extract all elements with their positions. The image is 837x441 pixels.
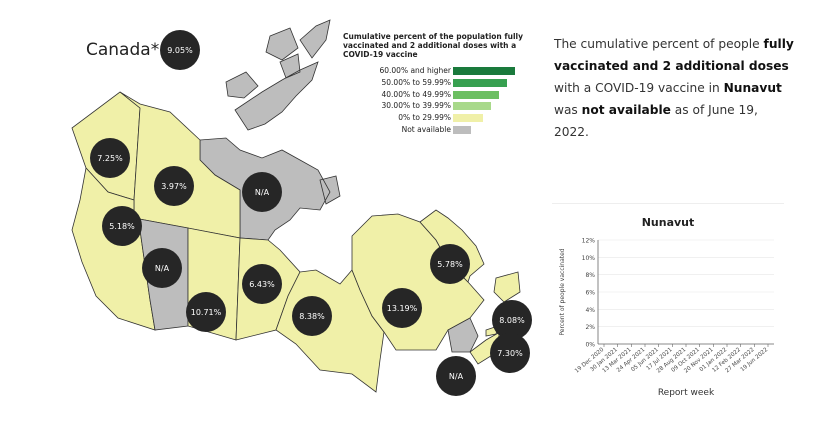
legend-swatch: [453, 67, 515, 75]
badge-northwest-territories: 3.97%: [154, 166, 194, 206]
legend-item: 50.00% to 59.99%: [343, 78, 543, 88]
badge-nunavut: N/A: [242, 172, 282, 212]
svg-text:7.25%: 7.25%: [97, 154, 123, 163]
y-tick-label: 12%: [582, 238, 596, 245]
legend-item-label: 30.00% to 39.99%: [381, 101, 452, 111]
legend-item: 40.00% to 49.99%: [343, 90, 543, 100]
badge-nova-scotia: 7.30%: [490, 333, 530, 373]
badge-canada: 9.05%: [160, 30, 200, 70]
y-axis-label: Percent of people vaccinated: [559, 248, 566, 335]
badge-british-columbia: 5.18%: [102, 206, 142, 246]
region-nunavut[interactable]: [199, 19, 341, 241]
info-text-part: with a COVID-19 vaccine in: [554, 81, 724, 95]
legend-swatch: [453, 114, 483, 123]
y-tick-label: 4%: [585, 307, 595, 314]
svg-text:13.19%: 13.19%: [387, 304, 418, 313]
info-text-part: The cumulative percent of people: [554, 37, 764, 51]
legend-item-label: Not available: [401, 125, 451, 134]
info-text-emphasis: Nunavut: [723, 81, 782, 95]
legend-item: 0% to 29.99%: [343, 113, 543, 123]
info-text: The cumulative percent of people fully v…: [554, 33, 794, 143]
svg-text:3.97%: 3.97%: [161, 182, 187, 191]
legend-item: Not available: [343, 125, 543, 135]
svg-text:5.78%: 5.78%: [437, 260, 463, 269]
badge-yukon: 7.25%: [90, 138, 130, 178]
info-text-emphasis: not available: [581, 103, 671, 117]
trend-chart: Nunavut 0% 2% 4% 6% 8% 10% 12% 19 Dec 2020 30 Ja…: [552, 203, 784, 404]
y-tick-label: 6%: [585, 290, 595, 297]
svg-text:8.08%: 8.08%: [499, 316, 525, 325]
badge-alberta: N/A: [142, 248, 182, 288]
legend-swatch: [453, 78, 507, 87]
svg-text:5.18%: 5.18%: [109, 222, 135, 231]
legend-item-label: 0% to 29.99%: [398, 113, 451, 123]
chart-title: Nunavut: [641, 216, 695, 229]
badge-newfoundland-labrador: 5.78%: [430, 244, 470, 284]
legend-swatch: [453, 126, 471, 134]
country-label: Canada*: [86, 40, 160, 60]
canada-map: 9.05% 7.25% 3.97% N/A 5.18% N/A 10.71% 6…: [71, 19, 532, 396]
info-text-emphasis: fully vaccinated and 2 additional doses: [554, 37, 794, 73]
badge-saskatchewan: 10.71%: [186, 292, 226, 332]
y-tick-label: 2%: [585, 324, 595, 331]
y-tick-label: 10%: [582, 255, 596, 262]
svg-text:10.71%: 10.71%: [191, 308, 222, 317]
svg-text:N/A: N/A: [255, 188, 270, 197]
svg-text:7.30%: 7.30%: [497, 349, 523, 358]
region-new-brunswick[interactable]: [447, 317, 479, 353]
legend-item: 30.00% to 39.99%: [343, 101, 543, 111]
info-text-part: as of June 19, 2022.: [554, 103, 758, 139]
badge-new-brunswick: N/A: [436, 356, 476, 396]
x-axis-label: Report week: [658, 388, 715, 398]
info-text-part: was: [554, 103, 582, 117]
legend-item-label: 40.00% to 49.99%: [381, 89, 452, 99]
legend-swatch: [453, 102, 491, 111]
svg-text:N/A: N/A: [155, 264, 170, 273]
svg-text:8.38%: 8.38%: [299, 312, 325, 321]
legend-title: Cumulative percent of the population ful…: [343, 32, 523, 59]
svg-text:9.05%: 9.05%: [167, 46, 193, 55]
legend-item-label: 60.00% and higher: [379, 66, 451, 75]
badge-ontario: 8.38%: [292, 296, 332, 336]
legend-swatch: [453, 90, 499, 99]
y-tick-label: 8%: [585, 272, 595, 279]
svg-text:N/A: N/A: [449, 372, 464, 381]
svg-text:6.43%: 6.43%: [249, 280, 275, 289]
legend-item: 60.00% and higher: [343, 66, 543, 76]
legend-item-label: 50.00% to 59.99%: [381, 77, 452, 87]
badge-quebec: 13.19%: [382, 288, 422, 328]
y-tick-label: 0%: [585, 342, 595, 349]
map-legend: Cumulative percent of the population ful…: [343, 32, 543, 134]
badge-prince-edward-island: 8.08%: [492, 300, 532, 340]
badge-manitoba: 6.43%: [242, 264, 282, 304]
